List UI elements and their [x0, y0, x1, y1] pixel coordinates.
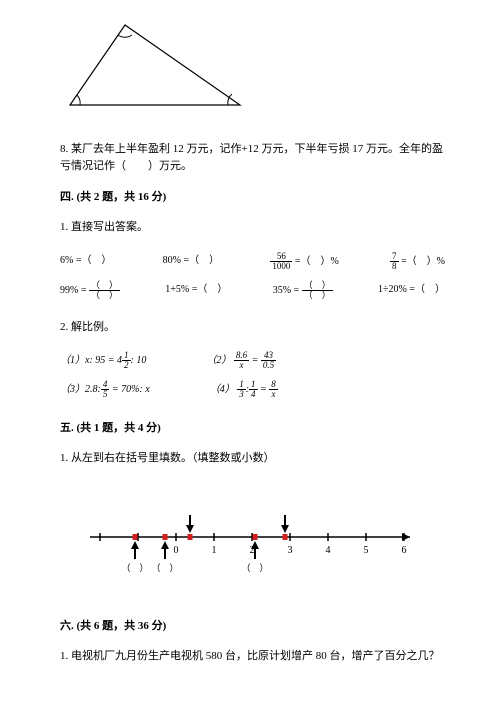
math-row-1: 6% =（ ） 80% =（ ） 56 1000 =（ ）% 7 8 =（ ）% [60, 252, 445, 271]
math-item-1d: 7 8 =（ ）% [390, 252, 445, 271]
section-5-q1-label: 1. 从左到右在括号里填数。（填整数或小数） [60, 449, 445, 469]
section-4-q1-label: 1. 直接写出答案。 [60, 218, 445, 238]
svg-text:6: 6 [402, 545, 407, 556]
svg-text:0: 0 [174, 545, 179, 556]
math-row-2: 99% = （ ） （ ） 1+5% =（ ） 35% = （ ） （ ） 1÷… [60, 281, 445, 300]
svg-text:3: 3 [288, 545, 293, 556]
svg-text:5: 5 [364, 545, 369, 556]
prop-1: （1）x: 95 = 412: 10 [60, 351, 146, 370]
frac-p4c: 8x [269, 380, 278, 399]
section-4-q2-label: 2. 解比例。 [60, 318, 445, 338]
frac-p4a: 13 [237, 380, 246, 399]
svg-text:1: 1 [212, 545, 217, 556]
number-line-diagram: 0123456（ ）（ ）（ ） [80, 489, 445, 587]
triangle-diagram [60, 20, 445, 123]
section-6-title: 六. (共 6 题，共 36 分) [60, 617, 445, 637]
section-4-title: 四. (共 2 题，共 16 分) [60, 188, 445, 208]
svg-text:（ ）: （ ） [241, 563, 268, 573]
svg-text:（ ）: （ ） [121, 563, 148, 573]
frac-1c: 56 1000 [270, 252, 292, 271]
svg-text:（ ）: （ ） [151, 563, 178, 573]
number-line-svg: 0123456（ ）（ ）（ ） [80, 489, 420, 579]
question-8-text: 8. 某厂去年上半年盈利 12 万元，记作+12 万元，下半年亏损 17 万元。… [60, 143, 443, 173]
math-item-1b: 80% =（ ） [163, 252, 219, 271]
proportion-row-2: （3）2.8:45 = 70%: x （4） 13:14 = 8x [60, 380, 445, 399]
proportion-row-1: （1）x: 95 = 412: 10 （2） 8.6x = 430.5 [60, 351, 445, 370]
math-item-1a: 6% =（ ） [60, 252, 111, 271]
math-item-1c: 56 1000 =（ ）% [270, 252, 338, 271]
prop-3: （3）2.8:45 = 70%: x [60, 380, 150, 399]
section-6-q1: 1. 电视机厂九月份生产电视机 580 台，比原计划增产 80 台，增产了百分之… [60, 647, 445, 667]
frac-1d: 7 8 [390, 252, 399, 271]
prop-4: （4） 13:14 = 8x [210, 380, 278, 399]
frac-p4b: 14 [249, 380, 258, 399]
svg-text:4: 4 [326, 545, 331, 556]
triangle-svg [60, 20, 250, 115]
math-item-2c: 35% = （ ） （ ） [273, 281, 333, 300]
frac-p2b: 430.5 [261, 351, 276, 370]
math-item-2a: 99% = （ ） （ ） [60, 281, 120, 300]
frac-2c: （ ） （ ） [302, 281, 333, 300]
frac-2a: （ ） （ ） [89, 281, 120, 300]
frac-p2a: 8.6x [234, 351, 249, 370]
question-8: 8. 某厂去年上半年盈利 12 万元，记作+12 万元，下半年亏损 17 万元。… [60, 141, 445, 176]
math-item-2d: 1÷20% =（ ） [378, 281, 445, 300]
prop-2: （2） 8.6x = 430.5 [206, 351, 276, 370]
section-5-title: 五. (共 1 题，共 4 分) [60, 419, 445, 439]
math-item-2b: 1+5% =（ ） [165, 281, 227, 300]
frac-p1: 12 [122, 351, 131, 370]
section-6-q1-text: 1. 电视机厂九月份生产电视机 580 台，比原计划增产 80 台，增产了百分之… [60, 650, 440, 662]
